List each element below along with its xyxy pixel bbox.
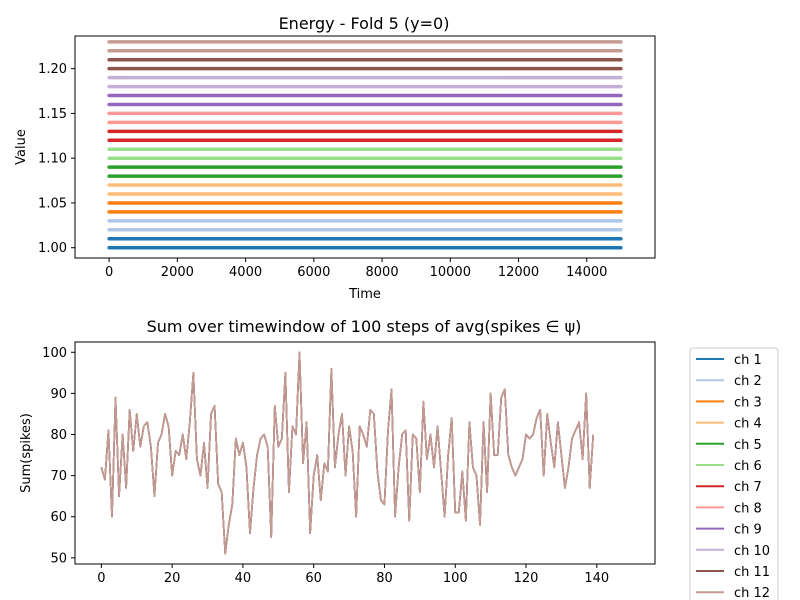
spikes-y-label: Sum(spikes) (19, 413, 34, 493)
spikes-chart-title: Sum over timewindow of 100 steps of avg(… (147, 317, 582, 336)
y-tick-label: 1.05 (38, 196, 67, 211)
y-tick-label: 1.00 (38, 241, 67, 256)
x-tick-label: 4000 (229, 265, 262, 280)
legend-label: ch 2 (734, 374, 762, 389)
spikes-x-ticks: 0 20 40 60 80 100 120 140 (97, 564, 609, 586)
y-tick-label: 1.20 (38, 62, 67, 77)
y-tick-label: 90 (50, 387, 67, 402)
energy-chart: Energy - Fold 5 (y=0) 0 2000 4000 6000 8000 1… (14, 14, 656, 302)
y-tick-label: 80 (50, 428, 67, 443)
energy-plot-frame (74, 35, 656, 259)
x-tick-label: 0 (97, 571, 105, 586)
y-tick-label: 1.10 (38, 152, 67, 167)
x-tick-label: 10000 (430, 265, 471, 280)
legend-label: ch 3 (734, 395, 762, 410)
x-tick-label: 140 (584, 571, 609, 586)
x-tick-label: 0 (105, 265, 113, 280)
y-tick-label: 1.15 (38, 107, 67, 122)
legend-label: ch 5 (734, 438, 762, 453)
x-tick-label: 2000 (161, 265, 194, 280)
spikes-y-ticks: 50 60 70 80 90 100 (42, 346, 75, 566)
energy-y-label: Value (14, 129, 29, 165)
energy-y-ticks: 1.00 1.05 1.10 1.15 1.20 (38, 62, 75, 256)
energy-x-label: Time (348, 287, 381, 302)
legend-label: ch 4 (734, 417, 762, 432)
x-tick-label: 80 (376, 571, 393, 586)
x-tick-label: 60 (305, 571, 322, 586)
x-tick-label: 8000 (366, 265, 399, 280)
spikes-lines (100, 351, 594, 555)
x-tick-label: 100 (443, 571, 468, 586)
x-tick-label: 14000 (566, 265, 607, 280)
x-tick-label: 120 (514, 571, 539, 586)
y-tick-label: 60 (50, 510, 67, 525)
legend: ch 1 ch 2 ch 3 ch 4 ch 5 ch 6 ch 7 ch 8 ch 9 ch 1… (689, 347, 779, 600)
legend-label: ch 6 (734, 459, 762, 474)
legend-frame (689, 347, 779, 600)
energy-chart-title: Energy - Fold 5 (y=0) (279, 14, 450, 33)
x-tick-label: 40 (235, 571, 252, 586)
y-tick-label: 70 (50, 469, 67, 484)
legend-label: ch 1 (734, 353, 762, 368)
legend-items: ch 1 ch 2 ch 3 ch 4 ch 5 ch 6 ch 7 ch 8 ch 9 ch 1… (696, 353, 770, 600)
legend-label: ch 11 (734, 565, 770, 580)
x-tick-label: 6000 (297, 265, 330, 280)
y-tick-label: 100 (42, 346, 67, 361)
legend-label: ch 7 (734, 480, 762, 495)
spikes-plot-frame (74, 341, 656, 565)
legend-label: ch 9 (734, 523, 762, 538)
legend-label: ch 10 (734, 544, 770, 559)
spikes-chart: Sum over timewindow of 100 steps of avg(… (19, 317, 656, 586)
spikes-series-line (100, 351, 594, 555)
x-tick-label: 12000 (498, 265, 539, 280)
energy-lines (107, 40, 623, 250)
y-tick-label: 50 (50, 551, 67, 566)
legend-label: ch 12 (734, 586, 770, 600)
legend-label: ch 8 (734, 501, 762, 516)
x-tick-label: 20 (164, 571, 181, 586)
energy-x-ticks: 0 2000 4000 6000 8000 10000 12000 14000 (105, 258, 607, 280)
